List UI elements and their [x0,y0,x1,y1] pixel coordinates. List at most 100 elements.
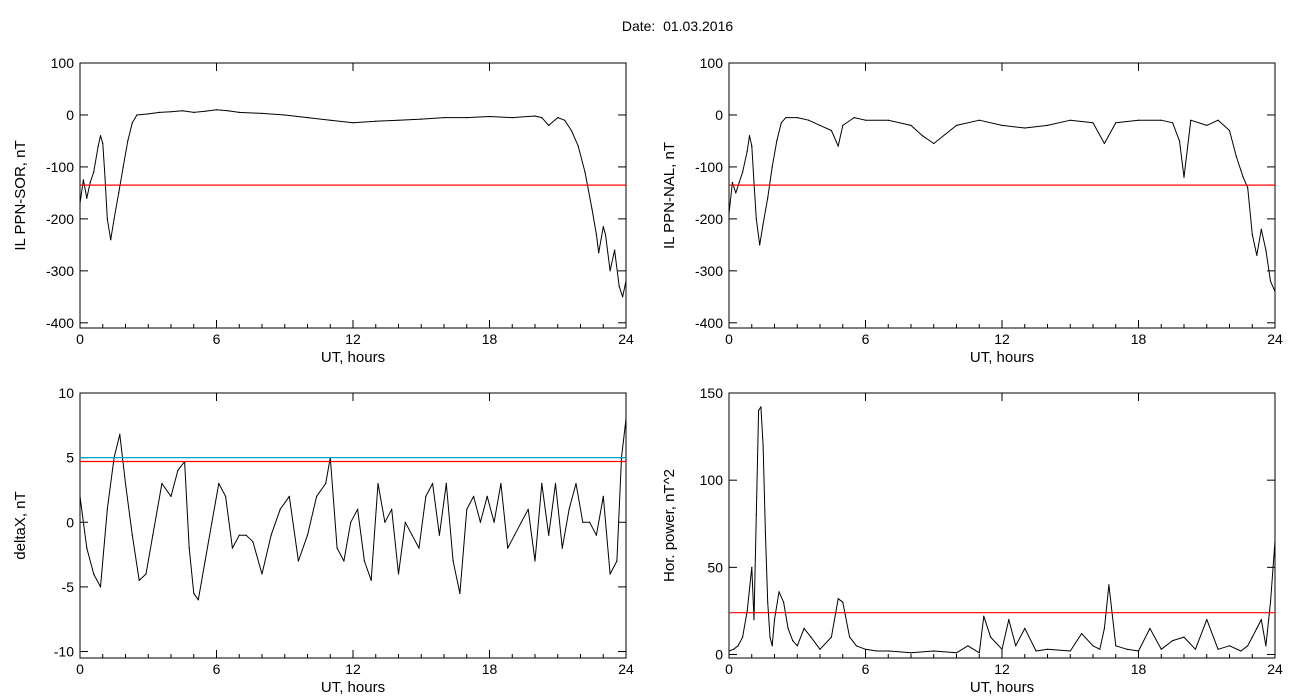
x-tick-label: 0 [725,661,733,677]
x-tick-label: 12 [994,331,1010,347]
data-point [466,117,468,119]
data-point [837,598,839,600]
data-point [819,648,821,650]
data-point [152,534,154,536]
data-point [404,521,406,523]
x-tick-label: 24 [618,331,634,347]
x-axis-label: UT, hours [970,679,1034,696]
x-tick-label: 0 [725,331,733,347]
data-point [479,521,481,523]
data-point [837,145,839,147]
series-line-0 [80,418,626,601]
data-point [159,111,161,113]
data-point [955,652,958,654]
y-tick-label: 0 [66,107,74,123]
data-point [1092,122,1094,124]
data-point [99,135,102,137]
data-point [418,547,420,549]
data-point [82,179,84,181]
data-point [86,547,88,549]
data-point [106,218,108,220]
plot-frame [728,392,1276,659]
data-point [616,560,618,562]
data-point [978,652,980,654]
chart-panel-top-left: 0 6 12 18 24 100 0 -100 -200 -300 -400 UT, hours IL … [12,55,634,366]
data-point [227,110,229,112]
data-point [124,482,127,485]
data-point [110,239,112,241]
data-point [357,508,359,510]
data-point [876,650,878,652]
data-point [397,573,400,575]
y-tick-label: 0 [715,647,723,663]
data-point [350,521,352,523]
data-point [86,197,88,199]
data-point [1274,540,1275,542]
data-point [1240,650,1242,652]
data-point [933,650,935,652]
data-point [99,586,102,588]
data-point [118,192,120,194]
data-point [215,109,218,111]
data-point [1265,249,1267,251]
data-point [238,534,240,536]
data-point [136,114,138,116]
data-point [1183,176,1185,178]
data-point [500,482,502,485]
y-tick-label: -200 [695,211,723,227]
data-point [614,249,616,251]
y-tick-label: -100 [46,159,74,175]
data-point [1092,645,1094,647]
plot-frame [79,62,627,329]
x-tick-label: 6 [862,331,870,347]
data-point [776,140,778,142]
data-point [104,176,106,178]
data-point [762,444,764,446]
data-point [1137,119,1140,121]
data-point [792,640,794,642]
data-point [753,619,755,621]
data-point [855,645,858,647]
x-tick-label: 18 [482,331,498,347]
date-value: 01.03.2016 [663,18,734,34]
data-point [577,145,579,147]
data-point [746,150,748,152]
y-axis-label: IL PPN-SOR, nT [12,140,29,250]
data-point [910,124,912,126]
data-point [1137,650,1140,652]
data-point [738,181,740,184]
data-point [767,197,769,199]
data-point [967,645,969,647]
data-point [1251,233,1253,236]
data-point [245,534,247,536]
data-point [1172,122,1174,124]
data-point [618,285,620,287]
data-point [147,113,149,115]
x-tick-label: 18 [482,661,498,677]
data-point [197,599,199,601]
data-point [131,122,133,124]
data-point [102,142,104,145]
data-point [93,573,95,575]
data-point [759,244,761,246]
data-point [1172,640,1174,642]
data-point [758,409,760,411]
data-point [488,115,491,118]
data-point [762,223,764,225]
data-point [193,592,195,595]
y-axis-label: Hor. power, nT^2 [661,469,678,582]
data-point [955,124,958,126]
x-tick-label: 24 [618,661,634,677]
data-point [771,645,773,647]
data-point [329,119,331,121]
data-point [842,124,844,126]
data-point [1256,627,1258,630]
data-point [80,495,81,497]
data-point [343,560,345,562]
data-point [773,619,776,621]
data-point [1217,648,1219,650]
chart-panel-bottom-left: 0 6 12 18 24 10 5 0 -5 -10 UT, hours deltaX, nT [12,385,634,696]
data-point [1228,129,1231,132]
data-point [783,601,785,603]
